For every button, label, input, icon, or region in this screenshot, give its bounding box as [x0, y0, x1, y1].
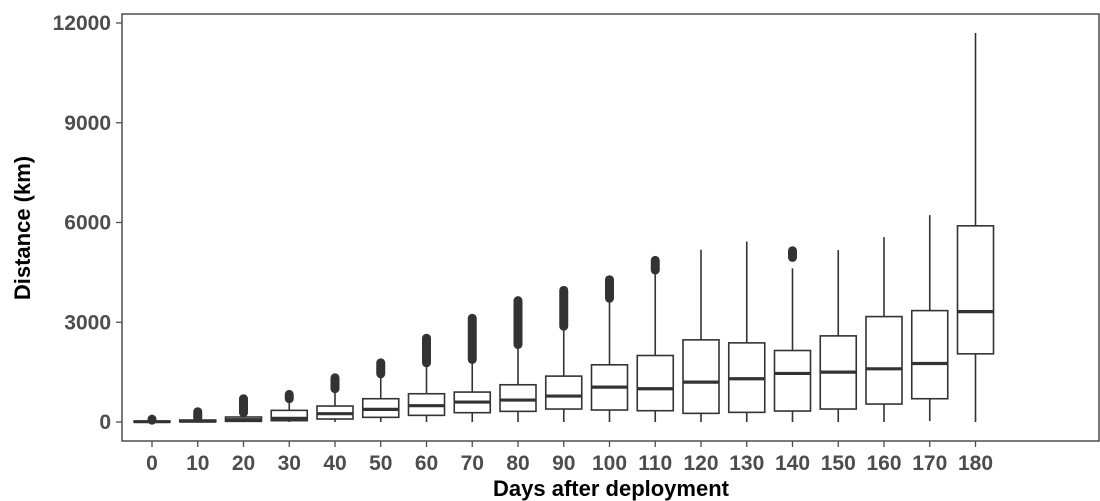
x-tick-label: 60 [415, 452, 438, 475]
x-tick-label: 0 [146, 452, 158, 475]
box-group-170 [910, 215, 949, 422]
y-tick-label: 12000 [53, 12, 111, 35]
iqr-box [682, 339, 720, 415]
outlier-points [467, 313, 477, 364]
x-tick-label: 170 [912, 452, 947, 475]
outlier-points [284, 389, 294, 404]
box-group-0 [133, 414, 171, 425]
outlier-points [513, 296, 523, 350]
iqr-box [910, 309, 949, 400]
x-tick-label: 20 [232, 452, 255, 475]
x-tick-label: 150 [821, 452, 856, 475]
box-group-20 [224, 394, 263, 423]
outlier-points [422, 333, 431, 368]
iqr-box [865, 315, 903, 405]
box-group-120 [682, 249, 720, 422]
x-tick-label: 40 [323, 452, 346, 475]
x-tick-label: 130 [729, 452, 764, 475]
y-tick-label: 9000 [64, 112, 111, 135]
outlier-points [147, 414, 157, 425]
iqr-box [773, 349, 812, 412]
iqr-box [956, 225, 995, 355]
x-tick-label: 160 [866, 452, 901, 475]
x-tick-label: 90 [552, 452, 575, 475]
outlier-points [376, 358, 386, 379]
outlier-points [650, 255, 660, 275]
box-group-150 [819, 250, 858, 422]
box-group-110 [636, 255, 675, 422]
x-tick-label: 100 [592, 452, 627, 475]
iqr-box [270, 409, 309, 422]
outlier-points [788, 246, 797, 262]
box-group-140 [773, 246, 812, 422]
box-group-10 [178, 407, 217, 423]
x-tick-label: 180 [958, 452, 993, 475]
box-group-30 [270, 389, 309, 422]
y-tick-label: 3000 [64, 311, 111, 334]
box-group-70 [453, 313, 492, 422]
x-tick-label: 110 [638, 452, 672, 475]
box-group-180 [956, 32, 995, 422]
x-tick-label: 30 [278, 452, 301, 475]
box-group-100 [590, 275, 629, 422]
box-group-160 [865, 237, 903, 422]
y-tick-label: 6000 [64, 212, 111, 235]
box-group-40 [316, 373, 354, 422]
iqr-box [544, 375, 583, 410]
outlier-points [239, 394, 248, 418]
outlier-points [605, 275, 614, 303]
box-group-50 [361, 358, 400, 422]
box-group-80 [499, 296, 537, 422]
panel-border [121, 13, 1100, 442]
x-axis-title: Days after deployment [493, 476, 730, 501]
x-tick-label: 10 [186, 452, 209, 475]
x-tick-label: 80 [506, 452, 529, 475]
outlier-points [330, 373, 340, 394]
box-group-90 [544, 285, 583, 422]
x-tick-label: 50 [369, 452, 392, 475]
outlier-points [559, 285, 569, 331]
plot-panel-frame [121, 13, 1100, 442]
y-axis-title: Distance (km) [10, 156, 35, 300]
box-group-60 [407, 333, 446, 422]
axes-layer: 0 3000 6000 9000 12000 0 10 20 30 40 50 60 70 80 90 100… [53, 12, 993, 475]
y-tick-label: 0 [99, 411, 111, 434]
iqr-box [499, 383, 537, 413]
x-tick-label: 140 [775, 452, 810, 475]
x-tick-label: 70 [461, 452, 484, 475]
boxes-layer [133, 32, 995, 425]
outlier-points [193, 407, 203, 423]
box-group-130 [727, 241, 766, 422]
x-tick-label: 120 [683, 452, 718, 475]
iqr-box [636, 354, 675, 412]
